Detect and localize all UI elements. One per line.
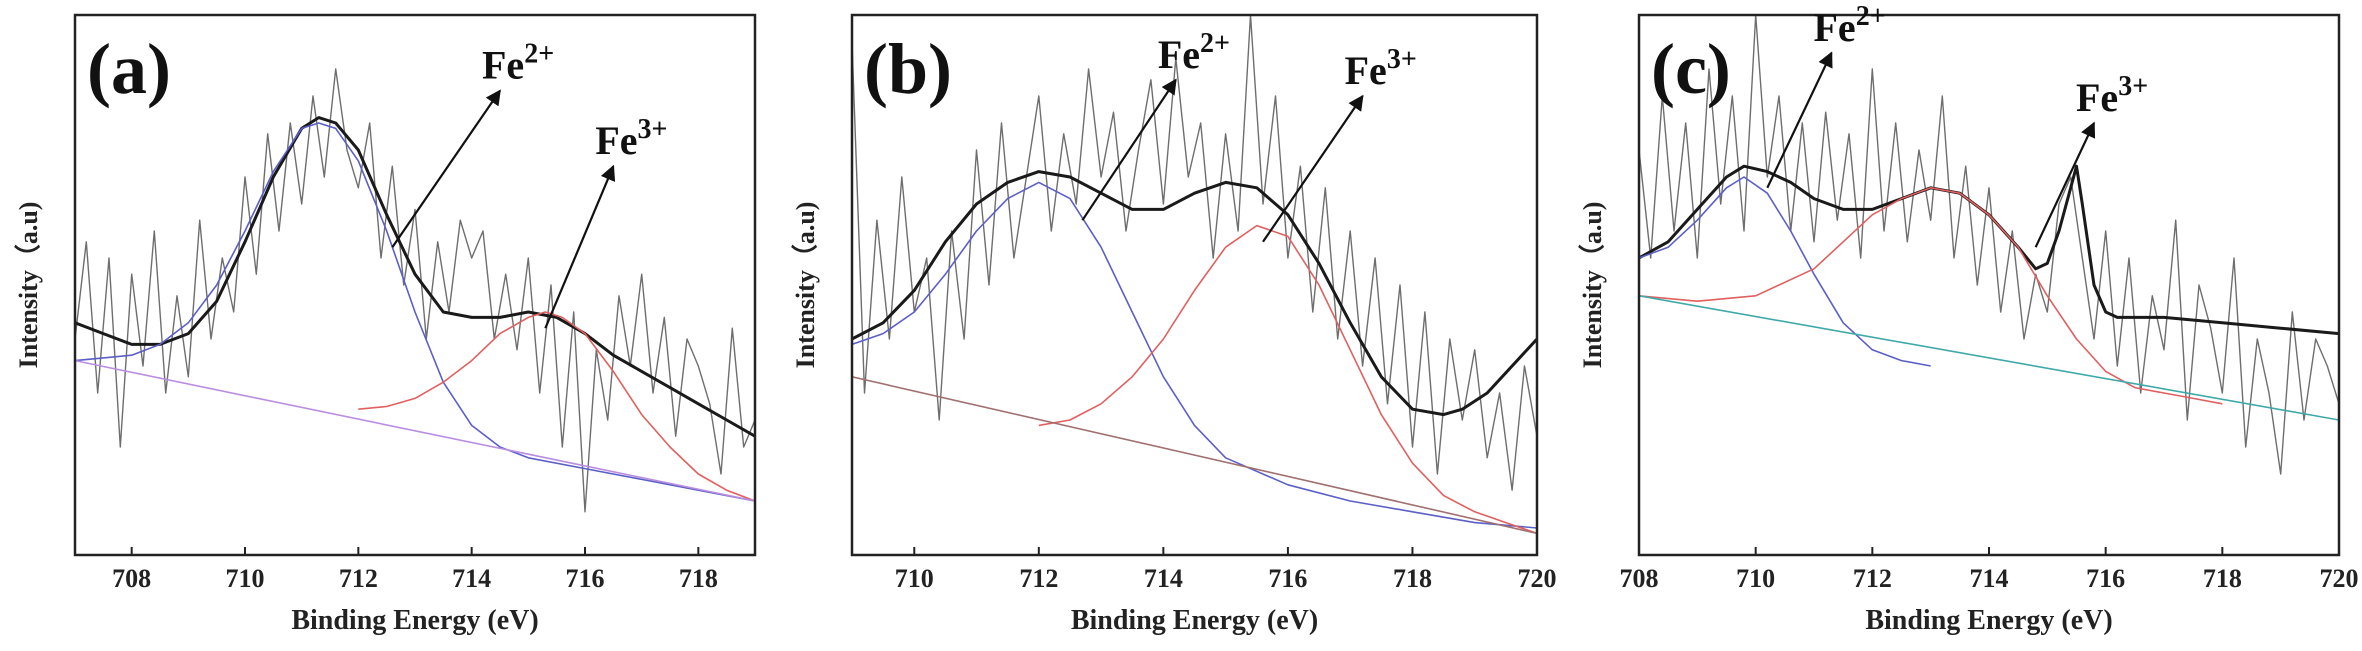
x-tick-label: 716	[1268, 564, 1307, 593]
y-axis-label: Intensity（a.u)	[1578, 202, 1607, 369]
x-tick-label: 714	[452, 564, 491, 593]
series-group	[75, 68, 755, 513]
x-tick-label: 710	[1736, 564, 1775, 593]
series-fit-fe2	[852, 181, 1537, 529]
series-baseline	[852, 376, 1537, 535]
x-tick-label: 720	[2320, 564, 2359, 593]
series-baseline	[1639, 295, 2339, 421]
series-raw	[852, 15, 1537, 491]
series-envelope	[75, 116, 755, 438]
series-baseline	[75, 359, 755, 502]
panel-label: (b)	[864, 29, 952, 109]
chart-b: 710 712 714 716 718 720 Binding Energy (eV) Int…	[791, 13, 1557, 636]
chart-a: 708 710 712 714 716 718 Binding Energy (eV) Int…	[14, 13, 757, 636]
series-fit-fe3	[358, 311, 755, 502]
series-envelope	[852, 170, 1537, 417]
x-axis-label: Binding Energy (eV)	[1865, 605, 2112, 636]
annotation-arrow	[1262, 94, 1364, 243]
annotation-arrow	[1766, 51, 1833, 189]
series-raw	[75, 68, 755, 513]
plot-frame	[850, 13, 1539, 557]
x-tick-label: 714	[1144, 564, 1183, 593]
x-tick-label: 718	[1393, 564, 1432, 593]
plot-frame	[73, 13, 757, 557]
x-tick-label: 716	[566, 564, 605, 593]
x-tick-label: 710	[895, 564, 934, 593]
series-group	[1639, 15, 2339, 475]
x-tick-label: 708	[1620, 564, 1659, 593]
annotation-arrow	[391, 89, 501, 248]
y-axis-label: Intensity（a.u)	[791, 202, 820, 369]
annotation-arrow	[2034, 121, 2096, 248]
y-axis-label: Intensity（a.u)	[14, 202, 43, 369]
panel-c: 708 710 712 714 716 718 720 Binding Energy (eV)…	[1564, 0, 2362, 651]
x-tick-label: 712	[339, 564, 378, 593]
annotation-arrow	[1081, 78, 1177, 221]
annotation-label: Fe2+	[1814, 1, 1886, 50]
x-axis-label: Binding Energy (eV)	[1071, 605, 1318, 636]
x-tick-label: 710	[226, 564, 265, 593]
annotation-label: Fe3+	[2076, 71, 2148, 120]
series-fit-fe3	[1639, 187, 2223, 405]
series-fit-fe2	[1639, 176, 1931, 367]
series-fit-fe2	[75, 122, 755, 502]
annotation-label: Fe3+	[595, 114, 667, 163]
annotation-label: Fe2+	[1158, 28, 1230, 77]
panel-label: (c)	[1651, 29, 1731, 109]
x-tick-label: 718	[2203, 564, 2242, 593]
x-tick-label: 718	[679, 564, 718, 593]
annotation-label: Fe3+	[1345, 44, 1417, 93]
x-tick-label: 712	[1019, 564, 1058, 593]
x-tick-label: 708	[112, 564, 151, 593]
annotation-label: Fe2+	[482, 39, 554, 88]
x-tick-label: 714	[1970, 564, 2009, 593]
plot-frame	[1637, 13, 2341, 557]
chart-c: 708 710 712 714 716 718 720 Binding Energy (eV)…	[1578, 1, 2359, 636]
panel-a: 708 710 712 714 716 718 Binding Energy (eV) Int…	[0, 0, 782, 651]
x-tick-label: 712	[1853, 564, 1892, 593]
annotation-arrow	[544, 164, 616, 329]
series-raw	[1639, 15, 2339, 475]
panel-label: (a)	[87, 29, 171, 109]
panel-b: 710 712 714 716 718 720 Binding Energy (eV) Int…	[782, 0, 1564, 651]
x-axis-label: Binding Energy (eV)	[291, 605, 538, 636]
x-tick-label: 716	[2086, 564, 2125, 593]
x-tick-label: 720	[1518, 564, 1557, 593]
series-group	[852, 15, 1537, 535]
series-fit-fe3	[1038, 224, 1537, 535]
